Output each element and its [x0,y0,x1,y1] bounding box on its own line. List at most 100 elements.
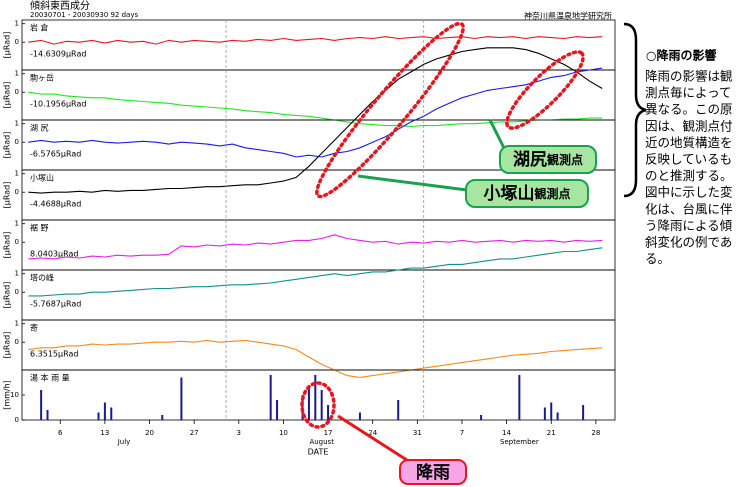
y-axis-label: [mm/h] [3,380,12,410]
panel-name: 塔の峰 [30,273,54,283]
y-tick-label: 1 [15,20,19,28]
rain-bar [110,407,113,420]
y-tick-label: 0 [15,38,19,46]
offset-label: 8.0403μRad [30,250,78,259]
y-tick-label: 0 [15,138,19,146]
y-tick-label: 10 [10,391,19,399]
y-tick-label: 0 [15,188,19,196]
highlight-ellipse [505,50,585,130]
series-line [28,67,603,158]
rain-bar [556,412,559,420]
panel-frame [21,19,616,71]
offset-label: -14.6309μRad [30,50,86,59]
panel-name: 湯 本 雨 量 [30,373,70,383]
source: 神奈川県温泉地学研究所 [524,11,612,21]
rain-bar [103,402,106,420]
y-tick-label: 1 [15,170,19,178]
callout-label: 小塚山観測点 [483,184,570,204]
plots: 岩 倉-14.6309μRad[μRad] 01駒ヶ岳-10.1956μRad[μ… [3,19,616,446]
side-text: る。 [645,251,670,266]
y-axis-label: [μRad] [3,82,12,109]
arrow [337,414,411,464]
x-tick-label: 20 [145,429,154,437]
panel-frame [21,269,616,321]
y-axis-label: [μRad] [3,232,12,259]
y-tick-label: 1 [15,270,19,278]
y-tick-label: 0 [15,416,19,424]
y-tick-label: 1 [15,220,19,228]
x-tick-label: 21 [547,429,556,437]
rain-bar [543,407,546,420]
callout-box [399,459,467,485]
y-axis-label: [μRad] [3,332,12,359]
rain-bar [161,415,164,420]
y-tick-label: 1 [15,120,19,128]
rain-bar [397,400,400,420]
y-axis-label: [μRad] [3,182,12,209]
rain-bar [180,377,183,420]
side-text: 降雨の影響は観 [645,69,733,84]
series-line [28,47,603,194]
side-text: 測点毎によって [645,85,732,100]
callout-box [465,179,589,208]
side-heading: ○降雨の影響 [646,48,716,63]
side-text: う降雨による傾 [645,218,733,233]
rain-bar [327,405,330,420]
side-text: 近の地質構造を [645,135,733,150]
arrow [357,174,468,192]
x-tick-label: 17 [324,429,333,437]
side-text: のと推測する。 [645,168,733,183]
panel-frame [21,69,616,121]
panel-name: 湖 尻 [30,124,49,133]
callout-label: 湖尻観測点 [513,150,583,170]
rain-bar [550,402,553,420]
x-axis-label: DATE [308,448,329,457]
y-tick-label: 0 [15,338,19,346]
x-tick-label: 6 [58,429,63,437]
y-tick-label: 0 [15,238,19,246]
series-line [28,247,603,297]
y-tick-label: 0 [15,288,19,296]
rain-bar [582,405,585,420]
rain-bar [480,415,483,420]
x-tick-label: 27 [190,429,199,437]
brace [623,22,647,198]
rain-bar [320,390,323,420]
series-line [28,36,603,45]
offset-label: -5.7687μRad [30,300,81,309]
rain-bar [97,412,100,420]
x-tick-label: 14 [502,429,511,437]
x-tick-label: 31 [413,429,422,437]
x-tick-label: 13 [100,429,109,437]
side-text: 斜変化の例であ [645,235,732,250]
offset-label: -4.4688μRad [30,200,81,209]
month-label: July [117,438,131,446]
y-axis-label: [μRad] [3,132,12,159]
x-tick-label: 7 [460,429,464,437]
panel-name: 小塚山 [30,173,54,183]
side-text: 異なる。この原 [645,102,733,117]
y-tick-label: 1 [15,320,19,328]
y-tick-label: 1 [15,70,19,78]
month-label: August [309,438,334,446]
highlight-ellipse [315,21,465,199]
callout-label: 降雨 [416,462,450,483]
panel-name: 岩 倉 [30,23,49,33]
x-tick-label: 24 [368,429,377,437]
panel-name: 駒ヶ岳 [30,73,54,83]
rain-bar [40,390,43,420]
x-tick-label: 28 [591,429,600,437]
side-text: 因は、観測点付 [645,118,733,133]
callout-box [499,145,597,174]
rain-bar [46,410,49,420]
rain-bar [358,412,361,420]
side-text: 反映しているも [645,152,732,167]
side-text: 化は、台風に伴 [645,201,733,216]
rain-bar [276,400,279,420]
y-tick-label: 0 [15,88,19,96]
chart-subtitle: 20030701 - 20030930 92 days [30,11,138,19]
panel-name: 寄 [30,323,38,333]
series-line [28,91,603,128]
rain-bar [307,385,310,420]
chart-title: 傾斜東西成分 [30,0,90,12]
